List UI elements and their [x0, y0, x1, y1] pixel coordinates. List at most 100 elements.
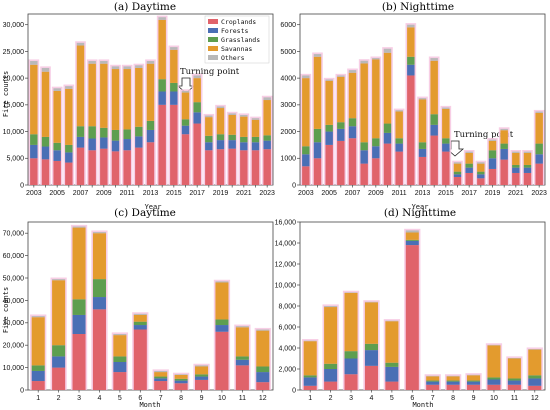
- y-tick-label: 5,000: [6, 156, 24, 163]
- bar-segment-grasslands: [256, 366, 270, 373]
- bar-segment-croplands: [426, 384, 440, 390]
- panel-title: (b) Nighttime: [382, 1, 454, 13]
- bar-segment-grasslands: [337, 122, 345, 129]
- bar-segment-croplands: [535, 163, 543, 185]
- bar-segment-savannas: [181, 92, 190, 120]
- bar-segment-forests: [235, 359, 249, 366]
- bar-segment-forests: [256, 372, 270, 383]
- bar-segment-croplands: [111, 151, 120, 185]
- bar-segment-croplands: [31, 381, 45, 390]
- bar-segment-savannas: [31, 317, 45, 366]
- bar-segment-forests: [263, 140, 271, 150]
- bar-segment-savannas: [528, 349, 542, 376]
- legend-swatch-forests: [208, 28, 218, 33]
- bar-segment-croplands: [113, 372, 127, 390]
- bar-segment-forests: [477, 174, 485, 179]
- bar-segment-savannas: [477, 163, 485, 172]
- x-tick-label: 10: [490, 395, 498, 402]
- x-tick-label: 9: [472, 395, 476, 402]
- bar-segment-grasslands: [325, 124, 333, 132]
- bar-segment-grasslands: [383, 123, 392, 133]
- bar-segment-croplands: [477, 178, 485, 185]
- y-axis-label: Fire counts: [2, 71, 10, 117]
- bar-segment-savannas: [467, 375, 481, 381]
- bar-segment-grasslands: [405, 239, 419, 241]
- x-tick-label: 7: [431, 395, 435, 402]
- bar-segment-savannas: [235, 327, 249, 357]
- bar-segment-savannas: [360, 63, 368, 143]
- bar-segment-croplands: [302, 166, 310, 185]
- bar-segment-others: [31, 316, 45, 318]
- x-tick-label: 2005: [49, 190, 65, 197]
- panel-c-daytime-monthly: (c) Daytime Fire counts Month 0 10,000 20,…: [2, 207, 274, 409]
- bar-segment-others: [528, 349, 542, 350]
- bar-segment-others: [240, 114, 248, 117]
- bar-segment-forests: [133, 325, 147, 330]
- bar-segment-savannas: [216, 108, 225, 135]
- bar-segment-others: [325, 79, 333, 81]
- x-tick-label: 4: [370, 395, 374, 402]
- bar-segment-forests: [383, 132, 392, 144]
- x-tick-label: 2013: [415, 190, 431, 197]
- bar-segment-savannas: [92, 233, 106, 280]
- bar-segment-savannas: [325, 80, 333, 125]
- bar-segment-savannas: [240, 116, 248, 137]
- bar-segment-savannas: [30, 64, 38, 135]
- bar-segment-croplands: [360, 163, 368, 185]
- bar-segment-grasslands: [100, 127, 108, 138]
- bar-segment-others: [523, 151, 532, 153]
- annotation-turning-point: Turning point: [454, 130, 514, 140]
- bar-segment-grasslands: [512, 164, 520, 168]
- bar-segment-others: [174, 374, 188, 375]
- bar-segment-grasslands: [53, 142, 61, 151]
- bar-segment-others: [430, 58, 438, 61]
- bar-segment-savannas: [228, 114, 236, 135]
- y-tick-label: 0: [20, 182, 24, 189]
- bar-segment-grasslands: [205, 135, 213, 143]
- x-tick-label: 2009: [368, 190, 384, 197]
- bar-segment-forests: [426, 381, 440, 385]
- bar-segment-savannas: [41, 71, 50, 137]
- bar-segment-others: [215, 281, 229, 283]
- bar-segment-savannas: [418, 99, 427, 143]
- y-tick-label: 10,000: [3, 129, 25, 136]
- bar-segment-forests: [193, 112, 201, 124]
- bar-segment-savannas: [72, 227, 86, 300]
- bar-segment-forests: [195, 376, 209, 380]
- x-tick-label: 2: [329, 395, 333, 402]
- y-tick-label: 20,000: [3, 343, 25, 350]
- bar-segment-savannas: [523, 152, 532, 165]
- bar-segment-forests: [313, 142, 322, 159]
- bar-segment-savannas: [453, 163, 462, 172]
- bar-segment-forests: [446, 381, 460, 385]
- bar-segment-croplands: [512, 172, 520, 185]
- x-tick-label: 6: [410, 395, 414, 402]
- bar-segment-grasslands: [193, 102, 201, 113]
- bar-segment-grasslands: [426, 380, 440, 382]
- bar-segment-grasslands: [30, 134, 38, 145]
- bar-segment-croplands: [170, 104, 178, 185]
- x-axis-label: Year: [145, 203, 162, 211]
- bar-segment-forests: [385, 366, 399, 382]
- bar-segment-croplands: [523, 172, 532, 185]
- bar-segment-croplands: [405, 245, 419, 390]
- bar-segment-croplands: [313, 158, 322, 185]
- bar-segment-savannas: [158, 19, 166, 80]
- bar-segment-croplands: [30, 158, 38, 185]
- bar-segment-grasslands: [133, 321, 147, 326]
- annotation-turning-point: Turning point: [180, 67, 240, 77]
- bar-segment-grasslands: [72, 299, 86, 315]
- bar-segment-croplands: [135, 147, 143, 185]
- bar-segment-others: [72, 226, 86, 228]
- y-tick-label: 4,000: [278, 345, 296, 352]
- bar-segment-croplands: [146, 142, 155, 185]
- bar-segment-forests: [453, 174, 462, 177]
- x-tick-label: 2011: [392, 190, 407, 197]
- bar-segment-grasslands: [430, 114, 438, 125]
- bar-segment-croplands: [507, 384, 521, 390]
- bar-segment-savannas: [442, 108, 450, 139]
- bar-segment-savannas: [446, 376, 460, 381]
- bar-segment-others: [76, 42, 85, 46]
- bar-segment-croplands: [348, 138, 357, 185]
- bar-segment-others: [324, 306, 338, 308]
